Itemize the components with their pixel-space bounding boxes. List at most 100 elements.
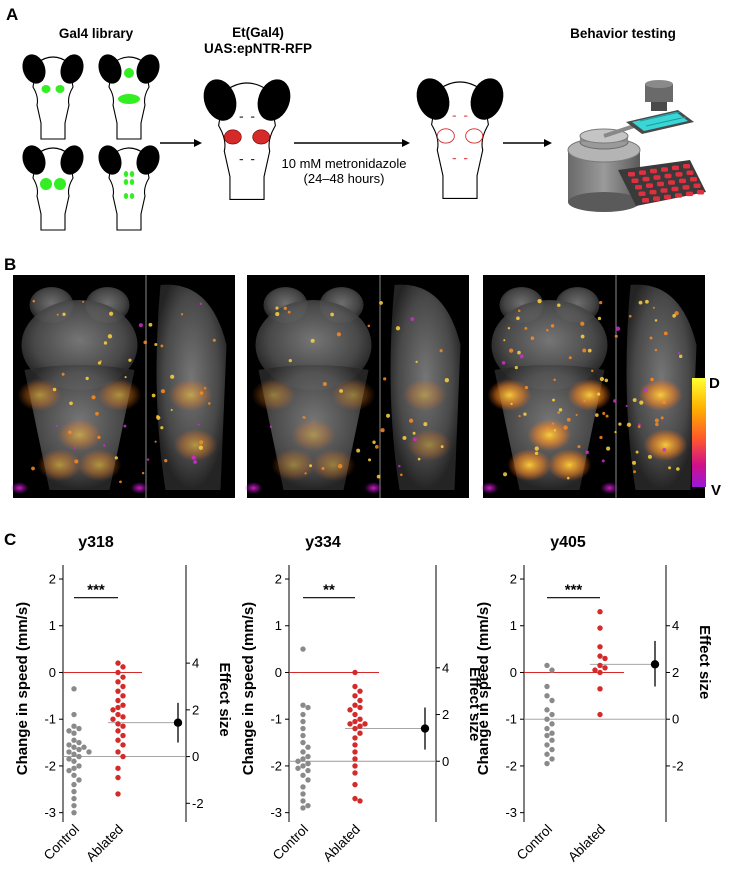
signal-speck	[69, 401, 73, 406]
ablated-point	[115, 669, 121, 676]
control-point	[71, 772, 77, 778]
led	[679, 178, 686, 184]
control-point	[71, 744, 77, 750]
signal-speck	[439, 349, 443, 353]
signal-speck	[633, 470, 637, 474]
control-point	[300, 798, 306, 804]
signal-speck	[534, 446, 539, 451]
signal-speck	[440, 445, 444, 448]
ablated-point	[347, 721, 353, 727]
signal-speck	[679, 354, 683, 359]
ablated-point	[120, 732, 126, 739]
line-label-2: UAS:epNTR-RFP	[204, 41, 312, 56]
signal-speck	[160, 389, 166, 394]
ablated-point	[120, 714, 126, 720]
ablated-point	[120, 742, 126, 748]
signal-speck	[107, 334, 113, 339]
expression-signal	[643, 429, 688, 461]
control-point	[544, 707, 550, 713]
control-point	[305, 753, 311, 760]
ablated-point	[352, 711, 358, 718]
ablated-point	[115, 791, 121, 797]
y-axis-title: Change in speed (mm/s)	[14, 602, 31, 775]
expression-domain	[123, 179, 129, 185]
y-axis-title: Change in speed (mm/s)	[475, 602, 492, 775]
camera-icon	[645, 80, 673, 111]
expression-signal	[487, 379, 532, 411]
control-point	[76, 763, 82, 769]
signal-speck	[566, 417, 571, 422]
signal-speck	[103, 341, 108, 345]
signal-speck	[376, 474, 381, 479]
signal-speck	[553, 378, 556, 382]
signal-speck	[628, 314, 632, 318]
y2-axis-title: Effect size	[466, 667, 483, 741]
ablated-point	[120, 693, 126, 699]
signal-speck	[170, 374, 175, 379]
signal-speck	[568, 356, 572, 360]
ablated-point	[115, 765, 121, 771]
signal-speck	[599, 301, 603, 305]
ablated-point	[597, 609, 603, 615]
ventral-signal	[600, 482, 619, 494]
y2-tick-label: -2	[192, 796, 204, 811]
ablated-point	[115, 697, 121, 704]
signal-speck	[191, 455, 196, 460]
signal-speck	[587, 348, 592, 353]
control-point	[305, 744, 311, 750]
signal-speck	[82, 300, 85, 303]
control-point	[66, 728, 72, 734]
control-point	[305, 802, 311, 809]
left-eye-icon	[98, 145, 122, 175]
y-tick-label: 1	[49, 618, 56, 633]
control-point	[300, 739, 306, 746]
signal-speck	[164, 458, 168, 463]
signal-speck	[557, 411, 561, 414]
ntr-domain	[223, 129, 242, 145]
signal-speck	[625, 404, 628, 408]
signal-speck	[199, 440, 204, 445]
control-point	[300, 718, 306, 725]
signal-speck	[614, 430, 617, 434]
led	[668, 180, 675, 185]
signal-speck	[650, 377, 654, 382]
ablated-point	[602, 665, 608, 671]
control-point	[300, 772, 306, 778]
signal-speck	[380, 428, 385, 433]
y-tick-label: 0	[49, 665, 56, 680]
significance-label: **	[323, 582, 335, 599]
signal-speck	[103, 444, 106, 447]
signal-speck	[546, 427, 549, 431]
signal-speck	[606, 446, 611, 451]
signal-speck	[95, 411, 99, 416]
depth-colorbar	[692, 378, 706, 487]
y2-axis-title: Effect size	[216, 662, 233, 736]
signal-speck	[519, 354, 524, 359]
signal-speck	[507, 327, 511, 330]
signal-speck	[516, 316, 520, 321]
control-point	[300, 784, 306, 790]
expression-signal	[17, 379, 62, 411]
control-point	[544, 760, 550, 767]
x-category-label: Control	[270, 822, 311, 863]
ablated-point	[352, 781, 358, 788]
expression-signal	[507, 449, 552, 481]
effect-size-point	[650, 660, 660, 669]
ablated-point	[347, 707, 353, 713]
brain-image-3	[480, 275, 705, 498]
led	[650, 168, 657, 174]
ablated-point	[115, 704, 121, 711]
signal-speck	[423, 422, 428, 427]
signal-speck	[336, 332, 341, 337]
led	[690, 177, 697, 182]
signal-speck	[275, 312, 280, 317]
effect-size-point	[173, 718, 183, 727]
expression-signal	[311, 449, 356, 481]
signal-speck	[109, 311, 114, 316]
control-point	[71, 751, 77, 757]
signal-speck	[605, 414, 609, 418]
signal-speck	[180, 313, 184, 316]
led	[675, 172, 683, 177]
ablated-point	[597, 644, 603, 650]
signal-speck	[523, 412, 527, 416]
